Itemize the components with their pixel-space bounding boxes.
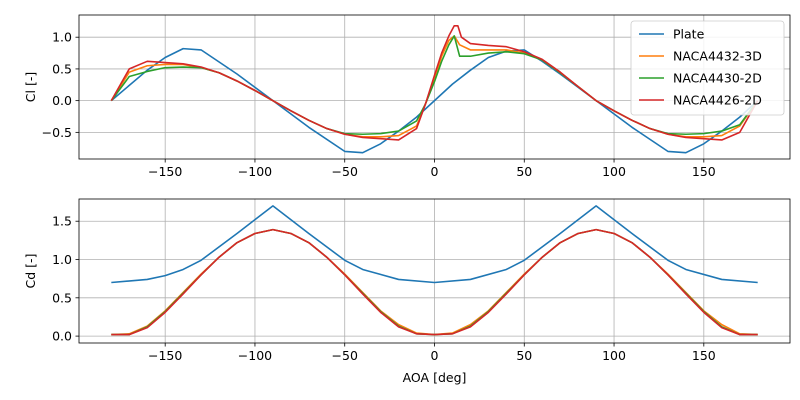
cl-x-tick-label: −50 <box>332 164 358 179</box>
cl-x-tick-label: −100 <box>238 164 272 179</box>
cd-y-tick-label: 1.0 <box>52 252 72 267</box>
legend-label-naca4430-2d: NACA4430-2D <box>673 71 762 86</box>
legend-label-plate: Plate <box>673 27 705 42</box>
legend: Plate NACA4432-3D NACA4430-2D NACA4426-2D <box>630 20 785 116</box>
cd-x-tick-label: 0 <box>431 348 439 363</box>
cl-x-tick-label: 50 <box>516 164 532 179</box>
cd-x-tick-label: 50 <box>516 348 532 363</box>
cd-y-tick-label: 1.5 <box>52 214 72 229</box>
cd-x-tick-label: −50 <box>332 348 358 363</box>
cd-x-tick-label: 100 <box>602 348 626 363</box>
cd-x-axis-label: AOA [deg] <box>403 370 467 385</box>
cl-y-tick-label: 1.0 <box>52 30 72 45</box>
cd-y-axis-label: Cd [-] <box>23 254 38 289</box>
cl-x-tick-label: 100 <box>602 164 626 179</box>
cd-series-naca4426-2d <box>111 228 758 336</box>
cd-y-tick-label: 0.5 <box>52 290 72 305</box>
cl-y-tick-label: 0.5 <box>52 61 72 76</box>
cl-y-tick-label: 0.0 <box>52 93 72 108</box>
cd-x-tick-label: −100 <box>238 348 272 363</box>
cl-y-axis-label: Cl [-] <box>23 72 38 102</box>
cl-series-naca4426-2d <box>110 24 759 141</box>
legend-label-naca4426-2d: NACA4426-2D <box>673 93 762 108</box>
cd-series-plate <box>111 205 758 284</box>
cd-x-tick-label: −150 <box>148 348 182 363</box>
cd-y-tick-label: 0.0 <box>52 329 72 344</box>
cl-x-tick-label: 0 <box>431 164 439 179</box>
cd-plot: −150 −100 −50 0 50 100 150 0.0 0.5 1.0 1.5 Cd [-] AO… <box>23 198 791 385</box>
legend-box <box>630 20 785 116</box>
cl-series-plate <box>110 47 759 154</box>
cl-x-tick-label: −150 <box>148 164 182 179</box>
cl-y-tick-label: −0.5 <box>42 125 72 140</box>
cl-plot: −150 −100 −50 0 50 100 150 −0.5 0.0 0.5 1.0 Cl [-] P… <box>23 14 791 179</box>
legend-label-naca4432-3d: NACA4432-3D <box>673 49 762 64</box>
cl-x-tick-label: 150 <box>692 164 716 179</box>
cd-x-tick-label: 150 <box>692 348 716 363</box>
